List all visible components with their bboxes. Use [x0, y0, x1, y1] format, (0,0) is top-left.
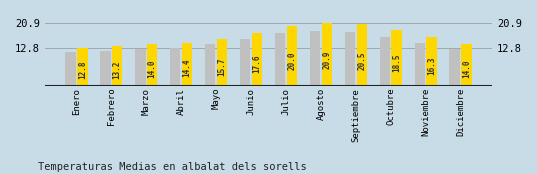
Bar	[310, 30, 320, 86]
Bar	[426, 37, 437, 86]
Bar	[252, 33, 262, 86]
Bar	[65, 52, 76, 86]
Bar	[147, 44, 157, 86]
Bar	[345, 32, 355, 86]
Text: 14.0: 14.0	[462, 59, 471, 78]
Text: 20.9: 20.9	[322, 50, 331, 69]
Text: Temperaturas Medias en albalat dels sorells: Temperaturas Medias en albalat dels sore…	[38, 162, 306, 172]
Bar	[449, 49, 460, 86]
Text: 13.2: 13.2	[113, 60, 122, 79]
Bar	[170, 48, 180, 86]
Text: 20.5: 20.5	[357, 51, 366, 70]
Text: 12.8: 12.8	[78, 61, 87, 79]
Bar	[357, 24, 367, 86]
Bar	[112, 46, 122, 86]
Bar	[287, 26, 297, 86]
Bar	[391, 30, 402, 86]
Bar	[461, 44, 472, 86]
Text: 16.3: 16.3	[427, 56, 436, 75]
Bar	[217, 39, 227, 86]
Bar	[322, 23, 332, 86]
Text: 14.4: 14.4	[183, 59, 192, 77]
Text: 15.7: 15.7	[217, 57, 227, 76]
Text: 18.5: 18.5	[392, 54, 401, 72]
Bar	[100, 51, 111, 86]
Text: 17.6: 17.6	[252, 55, 262, 73]
Text: 14.0: 14.0	[148, 59, 157, 78]
Bar	[415, 43, 425, 86]
Bar	[380, 37, 390, 86]
Bar	[240, 39, 250, 86]
Text: 20.0: 20.0	[287, 52, 296, 70]
Bar	[182, 43, 192, 86]
Bar	[275, 33, 285, 86]
Bar	[77, 48, 88, 86]
Bar	[135, 49, 146, 86]
Bar	[205, 44, 215, 86]
